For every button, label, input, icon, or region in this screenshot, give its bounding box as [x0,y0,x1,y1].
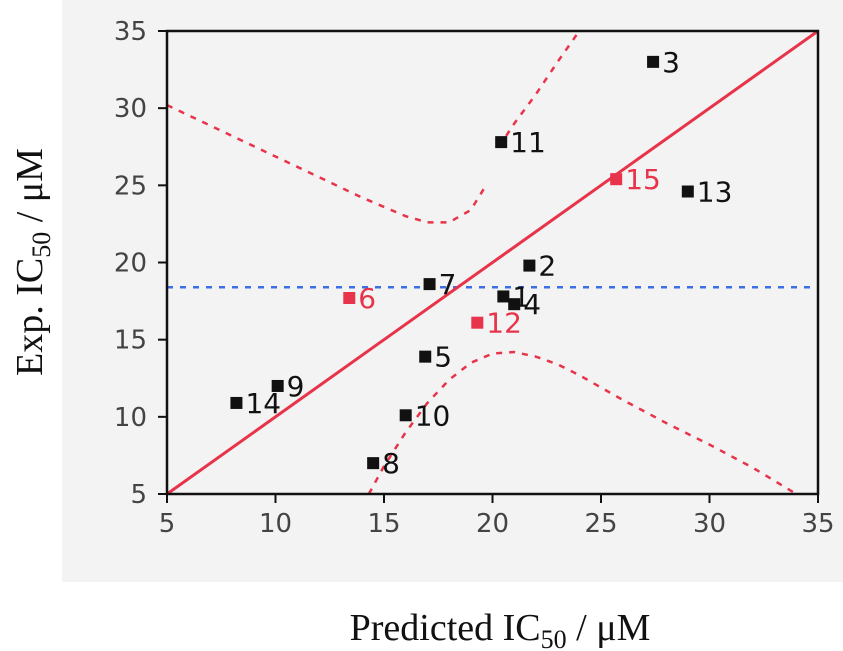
point-label-4: 4 [523,288,541,321]
data-point-4 [508,298,521,311]
data-point-3 [647,55,660,68]
reference-lines [166,29,819,496]
data-point-14 [230,396,243,409]
x-tick-label: 20 [476,509,509,539]
point-label-7: 7 [439,268,457,301]
y-tick-label: 5 [130,480,147,510]
y-tick-label: 10 [114,403,147,433]
point-label-13: 13 [697,176,733,209]
x-axis-title: Predicted IC50 / μM [350,607,651,651]
data-point-11 [495,136,508,149]
data-point-13 [681,185,694,198]
x-axis-title-sub: 50 [541,625,567,651]
y-tick-label: 25 [114,171,147,201]
fit-line [166,29,819,496]
point-label-3: 3 [662,46,680,79]
x-tick-label: 10 [259,509,292,539]
data-point-7 [423,278,436,291]
data-point-6 [343,291,356,304]
y-axis-title-sub: 50 [27,232,56,258]
point-label-8: 8 [382,447,400,480]
point-label-11: 11 [510,126,546,159]
confidence-curve-lower [367,350,797,496]
data-point-5 [419,350,432,363]
x-axis-title-unit: / μM [567,607,651,649]
point-label-12: 12 [486,307,522,340]
data-point-12 [471,316,484,329]
point-label-2: 2 [538,250,556,283]
y-axis-title: Exp. IC50 / μM [9,148,56,376]
x-tick-label: 30 [693,509,726,539]
y-axis-title-main: Exp. IC [9,258,51,376]
y-tick-label: 20 [114,249,147,279]
y-tick-label: 15 [114,326,147,356]
y-tick-label: 30 [114,94,147,124]
x-axis-ticks: 5 10 15 20 25 30 35 [159,494,835,539]
confidence-curve-upper-left [166,103,488,224]
data-point-2 [523,259,536,272]
data-point-10 [399,409,412,422]
point-label-14: 14 [245,387,281,420]
x-tick-label: 25 [584,509,617,539]
point-label-15: 15 [625,163,661,196]
data-point-1 [497,290,510,303]
x-tick-label: 5 [159,509,176,539]
point-label-9: 9 [287,370,305,403]
point-label-6: 6 [358,282,376,315]
x-axis-title-main: Predicted IC [350,607,541,649]
data-point-9 [271,379,284,392]
y-axis-ticks: 5 10 15 20 25 30 35 [114,17,167,510]
data-point-15 [610,173,623,186]
y-axis-title-unit: / μM [9,148,51,232]
data-point-8 [367,457,380,470]
confidence-band [166,30,797,496]
point-label-10: 10 [415,399,451,432]
confidence-curve-upper-right [497,30,581,148]
y-tick-label: 35 [114,17,147,47]
x-tick-label: 35 [801,509,834,539]
point-label-5: 5 [434,341,452,374]
x-tick-label: 15 [367,509,400,539]
